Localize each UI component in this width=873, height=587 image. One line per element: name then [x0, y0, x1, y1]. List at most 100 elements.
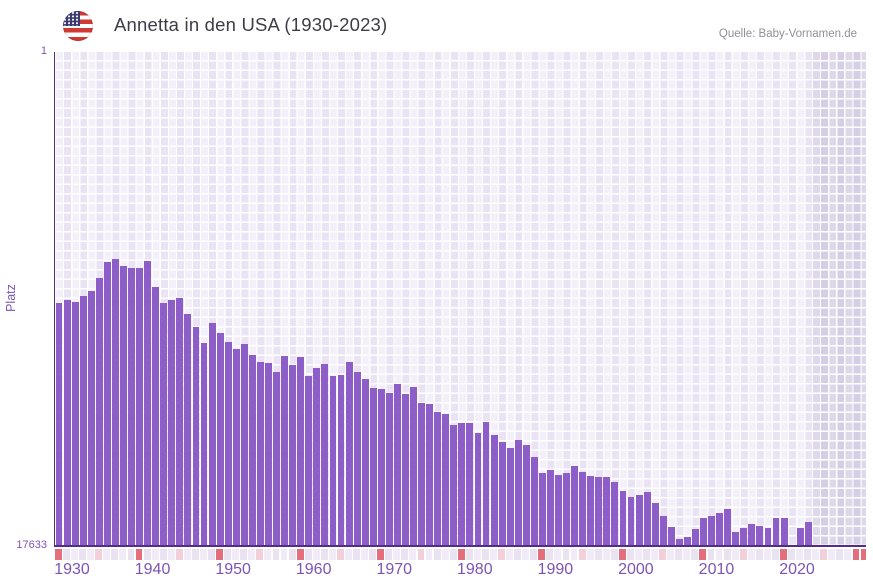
bar-1972[interactable]: [393, 384, 401, 546]
bar-1993[interactable]: [563, 473, 571, 546]
bar-1949[interactable]: [208, 323, 216, 546]
bar-1937[interactable]: [111, 259, 119, 546]
bar-1940[interactable]: [136, 268, 144, 546]
bar-1948[interactable]: [200, 343, 208, 546]
bar-1947[interactable]: [192, 327, 200, 546]
bar-1962[interactable]: [313, 368, 321, 546]
bar-1952[interactable]: [232, 349, 240, 546]
bar-1970[interactable]: [377, 389, 385, 546]
bar-1978[interactable]: [442, 414, 450, 546]
bar-1968[interactable]: [361, 379, 369, 546]
bar-1936[interactable]: [103, 262, 111, 546]
bar-1958[interactable]: [281, 356, 289, 546]
bar-1931[interactable]: [63, 300, 71, 546]
bar-1985[interactable]: [498, 442, 506, 546]
bar-1955[interactable]: [257, 362, 264, 546]
bar-2023[interactable]: [804, 522, 812, 546]
bar-1982[interactable]: [474, 433, 482, 546]
bar-1998[interactable]: [603, 477, 611, 546]
bar-1965[interactable]: [337, 375, 345, 546]
bar-2008[interactable]: [683, 537, 691, 546]
bar-1944[interactable]: [168, 300, 176, 546]
bar-1960[interactable]: [297, 357, 305, 546]
bar-2022[interactable]: [796, 528, 804, 546]
bar-2015[interactable]: [740, 528, 748, 546]
bar-2012[interactable]: [716, 513, 724, 546]
timeline-cell-1946: [183, 549, 191, 560]
bar-1935[interactable]: [95, 278, 103, 546]
bar-1953[interactable]: [240, 344, 248, 546]
bar-2004[interactable]: [651, 503, 659, 546]
bar-1941[interactable]: [144, 261, 152, 546]
bar-1983[interactable]: [482, 422, 490, 546]
bar-2007[interactable]: [675, 539, 683, 546]
bar-1997[interactable]: [595, 477, 603, 546]
bar-1988[interactable]: [522, 445, 530, 546]
bar-1964[interactable]: [329, 376, 337, 546]
bar-2011[interactable]: [708, 516, 716, 546]
bar-1930[interactable]: [55, 303, 63, 546]
us-flag-canton: [63, 11, 80, 26]
source-credit: Quelle: Baby-Vornamen.de: [718, 28, 857, 40]
bar-1984[interactable]: [490, 435, 498, 546]
bar-1963[interactable]: [321, 364, 329, 546]
bar-1957[interactable]: [273, 372, 280, 546]
bar-1991[interactable]: [547, 470, 554, 546]
bar-1981[interactable]: [466, 423, 474, 546]
bar-1956[interactable]: [265, 363, 272, 546]
bar-2016[interactable]: [748, 524, 756, 546]
bar-1951[interactable]: [224, 342, 232, 546]
bar-2001[interactable]: [627, 497, 635, 546]
bar-2003[interactable]: [643, 492, 651, 546]
bar-1989[interactable]: [530, 457, 538, 546]
bar-1990[interactable]: [538, 473, 546, 546]
bar-1992[interactable]: [555, 475, 562, 546]
bar-1933[interactable]: [79, 296, 87, 546]
bar-1939[interactable]: [128, 268, 135, 546]
bar-1971[interactable]: [385, 393, 393, 546]
bar-1994[interactable]: [571, 466, 579, 546]
bar-2020[interactable]: [780, 518, 788, 546]
bar-1995[interactable]: [579, 472, 587, 546]
bar-1959[interactable]: [289, 365, 297, 546]
bar-1974[interactable]: [410, 387, 417, 546]
bar-1979[interactable]: [450, 425, 458, 546]
bar-1975[interactable]: [418, 403, 425, 546]
bar-2019[interactable]: [772, 518, 780, 546]
bar-1932[interactable]: [71, 302, 79, 546]
bar-1938[interactable]: [120, 266, 127, 546]
bar-2013[interactable]: [724, 509, 732, 546]
bar-1976[interactable]: [426, 404, 434, 546]
timeline-cell-1976: [425, 549, 433, 560]
bar-1961[interactable]: [305, 376, 313, 546]
bar-1986[interactable]: [506, 448, 514, 546]
bar-1966[interactable]: [345, 362, 353, 546]
bar-2010[interactable]: [700, 518, 707, 546]
bar-2014[interactable]: [732, 532, 740, 546]
bar-1945[interactable]: [176, 298, 184, 546]
bar-1950[interactable]: [216, 333, 224, 546]
timeline-cell-1932: [71, 549, 78, 560]
bar-1987[interactable]: [514, 440, 522, 546]
bar-1967[interactable]: [353, 372, 361, 546]
bar-1999[interactable]: [611, 482, 619, 546]
bar-1942[interactable]: [152, 287, 160, 546]
bar-2002[interactable]: [635, 495, 643, 546]
bar-1934[interactable]: [87, 291, 95, 546]
bar-1969[interactable]: [369, 388, 377, 546]
bar-1943[interactable]: [160, 303, 168, 546]
timeline-cell-1953: [240, 549, 248, 560]
bar-1954[interactable]: [248, 355, 256, 546]
bar-1996[interactable]: [587, 476, 595, 546]
bar-2006[interactable]: [667, 527, 675, 546]
bar-1946[interactable]: [184, 314, 192, 546]
bar-2018[interactable]: [764, 528, 772, 546]
bar-2000[interactable]: [619, 491, 627, 546]
timeline-cell-2012: [715, 549, 723, 560]
bar-1973[interactable]: [402, 394, 409, 546]
bar-2009[interactable]: [692, 529, 699, 546]
bar-1977[interactable]: [434, 412, 442, 546]
bar-2005[interactable]: [659, 516, 667, 546]
bar-2017[interactable]: [756, 526, 764, 546]
bar-1980[interactable]: [458, 423, 466, 546]
